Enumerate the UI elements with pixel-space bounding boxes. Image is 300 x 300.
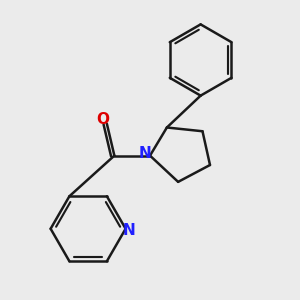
- Text: O: O: [96, 112, 109, 128]
- Text: N: N: [139, 146, 152, 161]
- Text: N: N: [123, 223, 136, 238]
